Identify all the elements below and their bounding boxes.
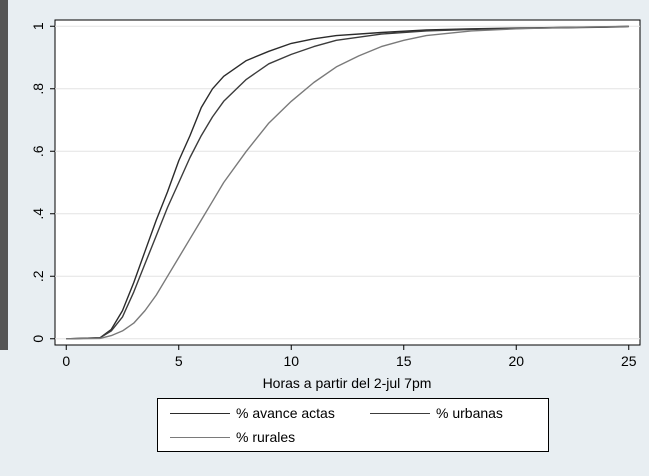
plot-area <box>54 19 641 346</box>
legend-label-urbanas: % urbanas <box>436 405 503 421</box>
legend-label-rurales: % rurales <box>236 429 296 445</box>
y-tick-label: .8 <box>30 83 46 95</box>
legend-item-avance: % avance actas <box>170 405 335 421</box>
gridlines <box>55 25 640 340</box>
y-tick-label: 0 <box>30 335 46 343</box>
y-tick-label: 1 <box>30 22 46 30</box>
legend-swatch-rurales <box>170 436 230 438</box>
legend-swatch-avance <box>170 412 230 414</box>
y-tick-label: .6 <box>30 145 46 157</box>
x-tick-label: 10 <box>283 353 299 369</box>
axes: 0.2.4.6.810 5 10 15 20 25 <box>30 22 637 369</box>
left-edge-strip <box>0 0 8 350</box>
legend-item-rurales: % rurales <box>170 429 295 445</box>
legend-swatch-urbanas <box>370 412 430 414</box>
y-tick-label: .2 <box>30 270 46 282</box>
chart-svg: 0.2.4.6.810 5 10 15 20 25 Horas a partir del … <box>30 19 641 391</box>
x-tick-label: 15 <box>396 353 412 369</box>
series-line-1 <box>66 25 629 340</box>
legend: % avance actas % urbanas % rurales <box>157 398 549 452</box>
y-tick-label: .4 <box>30 208 46 220</box>
legend-item-urbanas: % urbanas <box>370 405 503 421</box>
legend-label-avance: % avance actas <box>236 405 335 421</box>
x-tick-label: 20 <box>508 353 524 369</box>
x-tick-label: 5 <box>175 353 183 369</box>
series-lines <box>66 25 629 340</box>
x-axis-title: Horas a partir del 2-jul 7pm <box>263 375 432 391</box>
x-tick-label: 0 <box>62 353 70 369</box>
series-line-2 <box>66 25 629 340</box>
x-tick-label: 25 <box>621 353 637 369</box>
